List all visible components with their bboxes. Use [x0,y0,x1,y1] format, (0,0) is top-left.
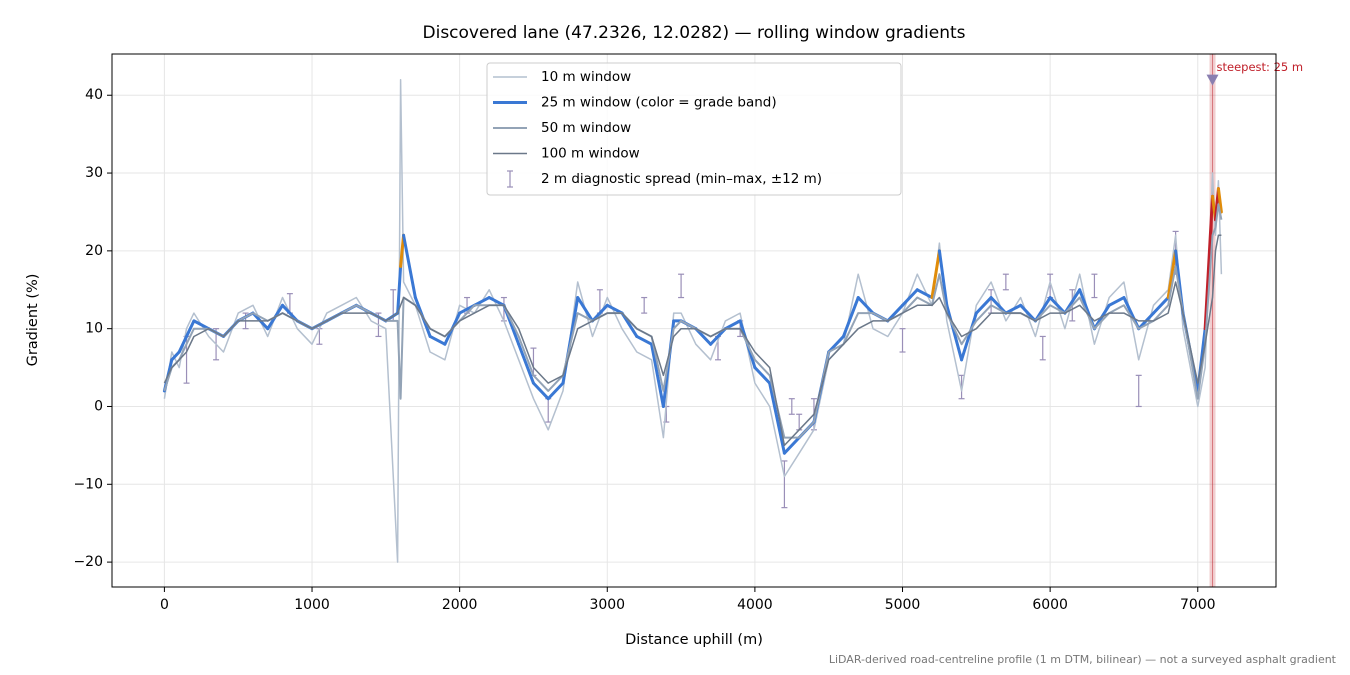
line-segment [856,296,875,315]
line-segment [531,381,550,401]
line-segment [177,334,189,354]
y-tick-label: −20 [73,554,103,570]
x-tick-label: 3000 [589,597,625,613]
y-tick-label: 40 [85,87,103,103]
line-segment [709,327,727,346]
y-axis-label: Gradient (%) [25,274,41,367]
line-segment [945,303,964,362]
annotation-label: steepest: 25 m [1217,60,1304,74]
line-segment [546,381,565,401]
line-segment [694,327,713,346]
error-bar [641,296,648,314]
line-segment [886,303,905,323]
error-bar [1039,335,1046,361]
error-bar [1135,374,1142,408]
line-segment [1151,296,1170,315]
legend-label: 50 m window [541,120,631,136]
line-segment [915,288,934,300]
series-line [163,78,1223,563]
axes: 0 1000 2000 3000 4000 5000 6000 7000 −20 −10 0 10 20… [73,53,1277,613]
error-bar [678,273,685,299]
line-segment [1107,296,1126,307]
x-tick-label: 6000 [1032,597,1068,613]
series-line [163,234,1222,447]
error-bar [899,328,906,353]
line-segment [827,334,845,354]
legend-label: 10 m window [541,69,631,85]
footnote: LiDAR-derived road-centreline profile (1… [829,653,1337,666]
steepest-marker [1206,74,1219,86]
y-tick-label: 10 [85,321,103,337]
line-segment [768,381,786,455]
plot-area: steepest: 25 m [162,54,1304,587]
legend-label: 100 m window [541,146,640,162]
x-axis-label: Distance uphill (m) [625,632,763,648]
line-segment [185,319,196,338]
line-segment [635,334,654,346]
line-segment [1004,303,1023,315]
y-tick-label: 20 [85,243,103,259]
x-tick-label: 1000 [294,597,330,613]
line-segment [192,319,211,331]
line-segment [428,334,447,346]
x-tick-label: 0 [160,597,169,613]
line-segment [281,303,299,323]
legend-box [486,62,902,196]
y-tick-label: 0 [94,398,103,414]
plot-frame [111,53,1277,588]
line-segment [650,342,665,408]
line-segment [1216,187,1223,214]
x-tick-label: 7000 [1180,597,1216,613]
line-segment [170,350,181,362]
line-segment [1019,303,1037,323]
line-segment [841,296,860,338]
line-segment [723,319,742,331]
x-tick-label: 5000 [885,597,921,613]
legend: 10 m window 25 m window (color = grade ba… [486,62,902,196]
line-segment [989,296,1008,315]
error-bar [781,460,788,509]
line-segment [396,264,403,315]
legend-label: 25 m window (color = grade band) [541,95,777,111]
line-segment [960,311,978,362]
error-bar [1002,273,1009,291]
line-segment [1048,296,1067,315]
error-bar [788,398,795,415]
error-bar [1091,273,1098,299]
line-segment [1166,249,1178,300]
chart-title: Discovered lane (47.2326, 12.0282) — rol… [423,23,966,43]
y-tick-label: −10 [73,476,103,492]
line-segment [974,296,993,315]
y-tick-label: 30 [85,165,103,181]
line-segment [930,249,941,300]
line-segment [402,233,417,300]
line-segment [487,296,506,307]
line-segment [753,366,772,385]
x-tick-label: 4000 [737,597,773,613]
line-segment [472,296,491,307]
legend-label: 2 m diagnostic spread (min–max, ±12 m) [541,171,822,187]
line-segment [591,303,609,323]
line-segment [1203,194,1215,331]
line-segment [782,436,801,455]
line-segment [937,249,949,307]
x-tick-label: 2000 [442,597,478,613]
line-segment [517,342,535,385]
line-segment [901,288,919,307]
line-segment [576,296,595,323]
line-segment [605,303,624,315]
